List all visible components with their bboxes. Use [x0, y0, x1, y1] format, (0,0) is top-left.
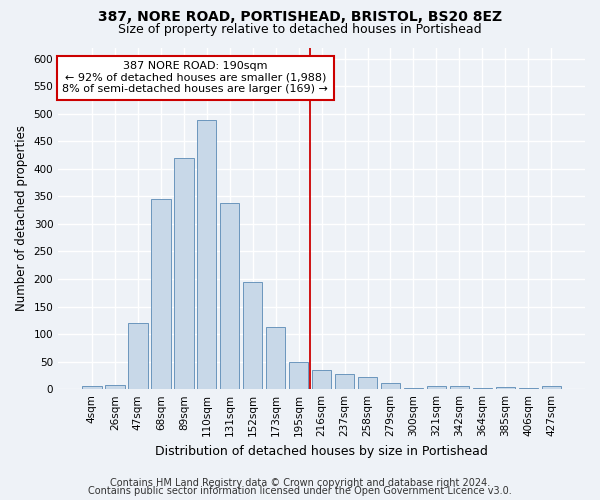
- Bar: [105, 385, 125, 389]
- Bar: [404, 388, 423, 389]
- Bar: [381, 383, 400, 389]
- Bar: [174, 158, 194, 389]
- Bar: [266, 328, 286, 389]
- Text: Contains HM Land Registry data © Crown copyright and database right 2024.: Contains HM Land Registry data © Crown c…: [110, 478, 490, 488]
- Text: 387 NORE ROAD: 190sqm
← 92% of detached houses are smaller (1,988)
8% of semi-de: 387 NORE ROAD: 190sqm ← 92% of detached …: [62, 62, 328, 94]
- Bar: [151, 199, 170, 389]
- Text: Contains public sector information licensed under the Open Government Licence v3: Contains public sector information licen…: [88, 486, 512, 496]
- Bar: [427, 386, 446, 389]
- Bar: [335, 374, 355, 389]
- Bar: [82, 386, 101, 389]
- Bar: [496, 387, 515, 389]
- Bar: [197, 120, 217, 389]
- Bar: [358, 377, 377, 389]
- Bar: [312, 370, 331, 389]
- Bar: [518, 388, 538, 389]
- Bar: [243, 282, 262, 389]
- Bar: [473, 388, 492, 389]
- X-axis label: Distribution of detached houses by size in Portishead: Distribution of detached houses by size …: [155, 444, 488, 458]
- Text: Size of property relative to detached houses in Portishead: Size of property relative to detached ho…: [118, 22, 482, 36]
- Bar: [449, 386, 469, 389]
- Text: 387, NORE ROAD, PORTISHEAD, BRISTOL, BS20 8EZ: 387, NORE ROAD, PORTISHEAD, BRISTOL, BS2…: [98, 10, 502, 24]
- Bar: [542, 386, 561, 389]
- Bar: [289, 362, 308, 389]
- Bar: [128, 323, 148, 389]
- Bar: [220, 203, 239, 389]
- Y-axis label: Number of detached properties: Number of detached properties: [15, 126, 28, 312]
